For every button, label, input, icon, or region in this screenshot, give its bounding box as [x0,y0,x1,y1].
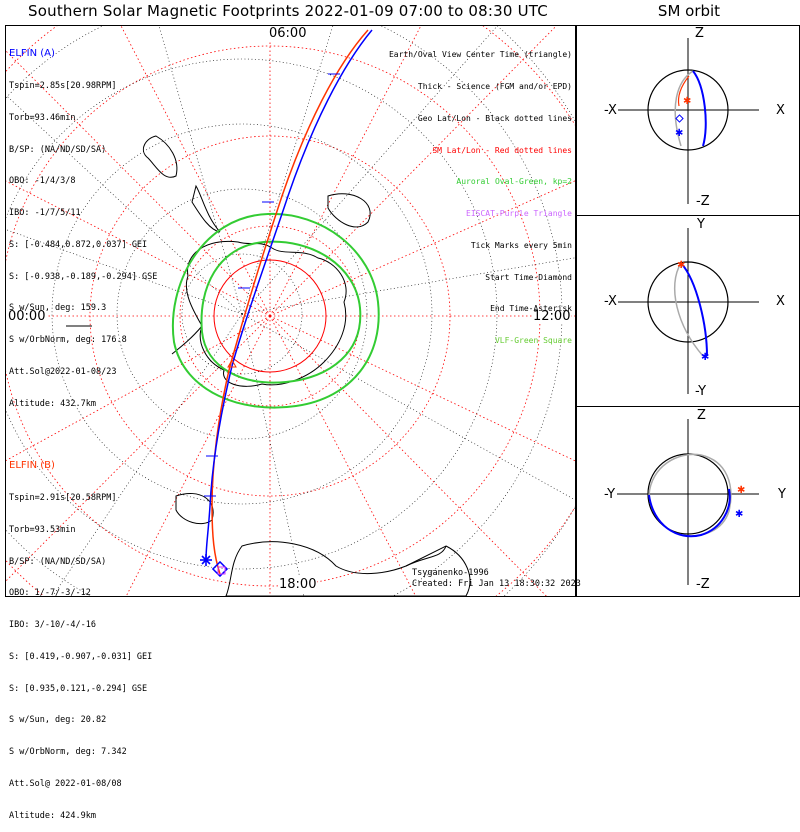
elfin-a-line: B/SP: (NA/ND/SD/SA) [9,144,107,155]
elfin-b-line: S w/OrbNorm, deg: 7.342 [9,747,127,758]
elfin-a-line: IBO: -1/7/5/11 [9,208,81,219]
svg-text:✱: ✱ [735,509,743,520]
elfin-b-line: Altitude: 424.9km [9,810,96,821]
svg-text:✱: ✱ [737,485,745,496]
orbit-xz-bottom-label: -Z [695,194,711,209]
elfin-a-line: OBO: -1/4/3/8 [9,176,76,187]
svg-text:✱: ✱ [701,352,709,363]
orbit-panel-title: SM orbit [657,2,721,20]
sm-polar-circle [213,259,327,373]
legend-item: VLF-Green Square [494,336,572,346]
legend-item: Start Time-Diamond [485,272,572,282]
orbit-xy-right-label: X [775,294,786,309]
orbit-panel-xy: ✱ ✱ [617,228,759,394]
elfin-a-track [205,29,373,561]
model-name: Tsyganenko-1996 [412,568,489,578]
elfin-a-line: S: [-0.938,-0.189,-0.294] GSE [9,271,158,282]
auroral-oval [171,212,380,409]
elfin-b-line: Torb=93.53min [9,524,76,535]
elfin-b-line: Att.Sol@ 2022-01-08/08 [9,779,122,789]
legend-item: Thick - Science (FGM and/or EPD) [417,81,572,91]
elfin-a-info: ELFIN (A) Tspin=2.85s[20.98RPM] Torb=93.… [9,28,157,420]
elfin-a-line: Altitude: 432.7km [9,398,96,409]
elfin-a-start-diamond [211,560,229,578]
elfin-a-ticks [204,73,340,497]
elfin-a-end-asterisk [200,554,212,566]
svg-text:✱: ✱ [683,96,691,107]
legend-item: Auroral Oval-Green, kp=2 [456,177,572,187]
elfin-b-track [211,29,369,575]
legend-item: EISCAT-Purple Triangle [466,209,572,219]
elfin-b-line: OBO: 1/-7/-3/-12 [9,588,91,599]
legend-item: End Time-Asterisk [490,304,572,314]
created-timestamp: Created: Fri Jan 13 18:30:32 2023 [412,579,581,589]
orbit-xz-left-label: -X [603,103,618,118]
plot-title: Southern Solar Magnetic Footprints 2022-… [28,2,548,20]
geo-longitude-lines [6,26,575,596]
legend-item: SM Lat/Lon - Red dotted lines [432,145,572,155]
elfin-a-line: Torb=93.46min [9,112,76,123]
elfin-a-line: S: [-0.484,0.872,0.037] GEI [9,239,148,250]
elfin-b-name: ELFIN (B) [9,460,55,472]
elfin-a-line: Att.Sol@2022-01-08/23 [9,367,117,377]
elfin-a-name: ELFIN (A) [9,48,55,60]
orbit-panel-divider [576,406,800,407]
svg-text:✱: ✱ [675,128,683,139]
elfin-b-line: Tspin=2.91s[20.58RPM] [9,492,117,503]
orbit-yz-right-label: Y [777,487,787,502]
elfin-b-center-triangle [227,358,237,368]
mlt-label-bottom: 18:00 [278,577,318,592]
elfin-b-line: IBO: 3/-10/-4/-16 [9,620,96,631]
orbit-xz-top-label: Z [694,26,705,41]
elfin-b-line: S w/Sun, deg: 20.82 [9,715,107,726]
map-legend: Earth/Oval View Center Time (triangle) T… [389,29,572,357]
mlt-label-top: 06:00 [268,26,308,41]
orbit-xy-top-label: Y [696,217,706,232]
orbit-panel-xz: ✱ ✱ [617,38,759,204]
elfin-b-line: S: [0.935,0.121,-0.294] GSE [9,683,148,694]
orbit-xz-right-label: X [775,103,786,118]
orbit-xy-left-label: -X [603,294,618,309]
elfin-b-line: B/SP: (NA/ND/SD/SA) [9,556,107,567]
elfin-b-line: S: [0.419,-0.907,-0.031] GEI [9,651,153,662]
orbit-yz-left-label: -Y [603,487,617,502]
orbit-xy-bottom-label: -Y [694,384,708,399]
orbit-yz-top-label: Z [696,408,707,423]
svg-text:✱: ✱ [677,260,685,271]
footprint-map-frame [5,25,576,597]
legend-item: Tick Marks every 5min [470,240,572,250]
orbit-yz-bottom-label: -Z [695,577,711,592]
mlt-label-left: 00:00 [7,309,47,324]
elfin-a-line: S w/OrbNorm, deg: 176.8 [9,335,127,346]
mlt-label-right: 12:00 [532,309,572,324]
legend-item: Geo Lat/Lon - Black dotted lines [417,113,572,123]
elfin-a-line: Tspin=2.85s[20.98RPM] [9,80,117,91]
orbit-panel-divider [576,215,800,216]
legend-item: Earth/Oval View Center Time (triangle) [388,50,572,60]
elfin-a-line: S w/Sun, deg: 159.3 [9,303,107,314]
orbit-panel-yz: ✱ ✱ [617,419,759,585]
elfin-b-info: ELFIN (B) Tspin=2.91s[20.58RPM] Torb=93.… [9,440,152,832]
